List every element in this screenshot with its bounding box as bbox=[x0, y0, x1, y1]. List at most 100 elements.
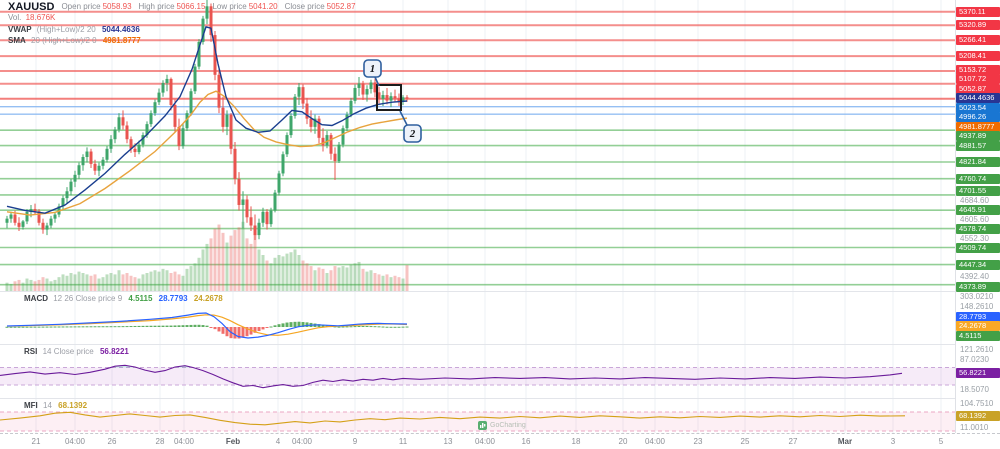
price-axis-badge: 4937.89 bbox=[956, 131, 1000, 142]
time-axis-label: 04:00 bbox=[644, 437, 666, 446]
symbol-header: XAUUSD Open price 5058.93 High price 5066.15… bbox=[8, 1, 363, 13]
time-axis-label: 04:00 bbox=[474, 437, 496, 446]
macd-signal-value: 24.2678 bbox=[193, 294, 223, 303]
price-axis-badge: 5153.72 bbox=[956, 64, 1000, 75]
mfi-line bbox=[0, 411, 906, 426]
rsi-name: RSI bbox=[24, 347, 38, 356]
volume-bars bbox=[5, 221, 409, 291]
price-axis-badge: 5023.54 bbox=[956, 102, 1000, 113]
price-axis-tick: 121.2610 bbox=[960, 345, 994, 354]
price-axis-tick: 4605.60 bbox=[960, 214, 989, 224]
mfi-value: 68.1392 bbox=[58, 401, 88, 410]
time-axis-label: 27 bbox=[788, 437, 798, 446]
macd-pane bbox=[5, 312, 409, 339]
price-axis-tick: 104.7510 bbox=[960, 399, 994, 408]
volume-value: 18.676K bbox=[25, 13, 56, 22]
price-axis-tick: 11.0010 bbox=[960, 423, 989, 432]
time-axis-label: 9 bbox=[352, 437, 358, 446]
price-axis-badge: 5208.41 bbox=[956, 51, 1000, 62]
ohlc-value: 5052.87 bbox=[326, 2, 356, 12]
price-axis-badge: 4645.91 bbox=[956, 205, 1000, 216]
time-axis-label: 13 bbox=[443, 437, 453, 446]
price-axis-badge: 4447.34 bbox=[956, 259, 1000, 270]
watermark-text: GoCharting bbox=[490, 422, 526, 429]
price-axis-badge: 5044.4636 bbox=[956, 93, 1000, 104]
mfi-params: 14 bbox=[43, 401, 52, 410]
price-axis-badge: 4981.8777 bbox=[956, 121, 1000, 132]
vwap-readout: VWAP (High+Low)/2 20 5044.4636 bbox=[8, 25, 140, 34]
macd-line-value: 28.7793 bbox=[158, 294, 188, 303]
time-axis-label: Feb bbox=[225, 437, 241, 446]
price-axis-tick: 303.0210 bbox=[960, 292, 994, 301]
ohlc-value: 5058.93 bbox=[102, 2, 132, 12]
time-axis-label: 25 bbox=[740, 437, 750, 446]
price-axis-badge: 4996.26 bbox=[956, 112, 1000, 123]
time-axis-label: 20 bbox=[618, 437, 628, 446]
ohlc-value: 5066.15 bbox=[176, 2, 206, 12]
price-axis-badge: 68.1392 bbox=[956, 410, 1000, 421]
price-axis[interactable]: 5370.11 5320.89 5266.41 5208.41 5153.72 5107.… bbox=[955, 0, 1000, 433]
price-axis-tick: 18.5070 bbox=[960, 385, 989, 395]
vwap-params: (High+Low)/2 20 bbox=[36, 25, 96, 34]
ohlc-readout: Open price 5058.93 High price 5066.15 Low pr… bbox=[61, 2, 362, 11]
annotation-callout-1[interactable]: 1 bbox=[363, 59, 382, 87]
vwap-line bbox=[6, 26, 408, 214]
price-axis-tick: 4684.60 bbox=[960, 195, 989, 205]
price-axis-tick: 4392.40 bbox=[960, 272, 989, 282]
price-axis-badge: 56.8221 bbox=[956, 368, 1000, 379]
price-axis-badge: 4.5115 bbox=[956, 330, 1000, 341]
time-axis-label: 26 bbox=[107, 437, 117, 446]
time-axis-label: 11 bbox=[398, 437, 408, 446]
watermark: GoCharting bbox=[478, 421, 526, 430]
annotation-box[interactable] bbox=[376, 84, 402, 111]
time-axis-label: 5 bbox=[938, 437, 944, 446]
ohlc-label: High price bbox=[138, 2, 175, 12]
macd-readout: MACD 12 26 Close price 9 4.5115 28.7793 … bbox=[24, 294, 223, 303]
price-axis-badge: 4509.74 bbox=[956, 243, 1000, 254]
sma-name: SMA bbox=[8, 36, 26, 45]
macd-hist-value: 4.5115 bbox=[128, 294, 153, 303]
price-axis-badge: 4701.55 bbox=[956, 186, 1000, 197]
mfi-name: MFI bbox=[24, 401, 38, 410]
price-axis-badge: 5107.72 bbox=[956, 74, 1000, 85]
vertical-gridlines bbox=[35, 0, 942, 433]
macd-signal-line bbox=[6, 314, 408, 336]
price-axis-badge: 5052.87 bbox=[956, 83, 1000, 94]
price-axis-badge: 5320.89 bbox=[956, 20, 1000, 31]
time-axis-label: 23 bbox=[693, 437, 703, 446]
pane-separator bbox=[0, 344, 1000, 345]
price-axis-badge: 24.2678 bbox=[956, 321, 1000, 332]
volume-readout: Vol. 18.676K bbox=[8, 13, 62, 22]
price-axis-badge: 4821.84 bbox=[956, 157, 1000, 167]
time-axis-label: 18 bbox=[571, 437, 581, 446]
mfi-readout: MFI 14 68.1392 bbox=[24, 401, 87, 410]
rsi-line bbox=[0, 364, 903, 389]
chart-plot-area[interactable]: 12 bbox=[0, 0, 955, 433]
volume-label: Vol. bbox=[8, 13, 22, 22]
rsi-params: 14 Close price bbox=[42, 347, 94, 356]
ohlc-label: Close price bbox=[284, 2, 325, 12]
ohlc-label: Low price bbox=[212, 2, 247, 12]
price-axis-badge: 4881.57 bbox=[956, 140, 1000, 151]
time-axis-label: 21 bbox=[31, 437, 41, 446]
price-axis-tick: 4552.30 bbox=[960, 233, 989, 243]
time-axis-label: 4 bbox=[275, 437, 281, 446]
svg-text:1: 1 bbox=[370, 63, 376, 75]
macd-name: MACD bbox=[24, 294, 48, 303]
time-axis-label: 16 bbox=[521, 437, 531, 446]
price-axis-badge: 4578.74 bbox=[956, 224, 1000, 235]
macd-params: 12 26 Close price 9 bbox=[53, 294, 123, 303]
watermark-logo-icon bbox=[478, 421, 487, 430]
price-axis-tick: 87.0230 bbox=[960, 355, 989, 364]
time-axis[interactable]: 21 04:00 26 28 04:00 Feb 4 04:00 9 11 13 04:00 16 18 2… bbox=[0, 433, 1000, 449]
price-axis-badge: 4373.89 bbox=[956, 281, 1000, 292]
price-axis-badge: 28.7793 bbox=[956, 311, 1000, 322]
sma-readout: SMA 20 (High+Low)/2 0 4981.8777 bbox=[8, 36, 141, 45]
vwap-name: VWAP bbox=[8, 25, 32, 34]
price-level-lines bbox=[0, 10, 955, 286]
sma-value: 4981.8777 bbox=[102, 36, 141, 45]
time-axis-label: 3 bbox=[890, 437, 896, 446]
annotation-callout-2[interactable]: 2 bbox=[399, 110, 422, 143]
price-axis-tick: 148.2610 bbox=[960, 302, 994, 312]
